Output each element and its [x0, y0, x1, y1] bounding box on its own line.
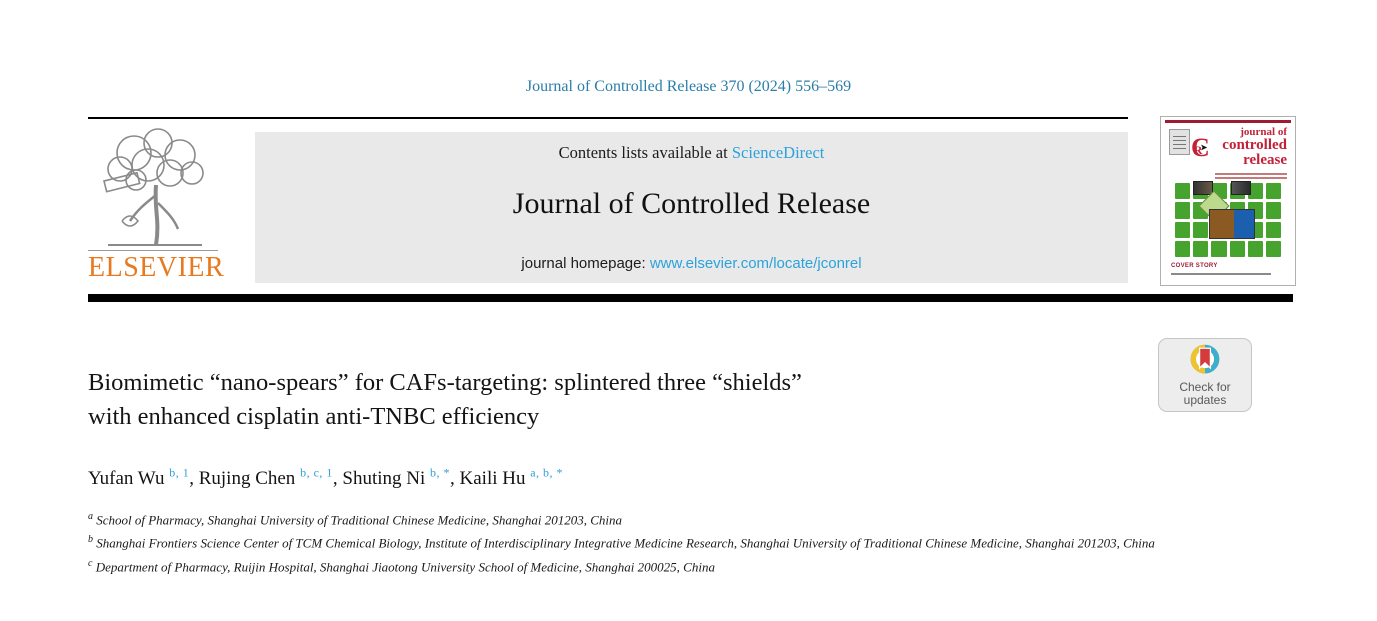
homepage-link[interactable]: www.elsevier.com/locate/jconrel	[649, 255, 862, 272]
cover-subtitle-lines	[1215, 173, 1287, 181]
affiliation: b Shanghai Frontiers Science Center of T…	[88, 534, 1155, 551]
cover-cr-logo: CR➤	[1191, 133, 1210, 162]
author: Kaili Hu a, b, *	[459, 466, 564, 490]
elsevier-tree-icon	[103, 128, 204, 246]
check-for-updates-button[interactable]: Check for updates	[1158, 338, 1252, 412]
cover-photo-2	[1231, 181, 1251, 195]
crossmark-icon	[1190, 344, 1220, 374]
cover-story-subline	[1171, 273, 1271, 275]
author: Shuting Ni b, *,	[342, 466, 460, 490]
journal-title: Journal of Controlled Release	[512, 187, 871, 220]
affiliation-list: a School of Pharmacy, Shanghai Universit…	[88, 507, 1223, 577]
author: Rujing Chen b, c, 1,	[198, 466, 343, 490]
homepage-prefix: journal homepage:	[521, 255, 650, 272]
header-bottom-rule	[88, 294, 1293, 302]
cover-title: journal of controlled release	[1222, 126, 1287, 168]
affiliation: a School of Pharmacy, Shanghai Universit…	[88, 511, 622, 528]
journal-cover-thumbnail: CR➤ journal of controlled release COVER …	[1160, 116, 1296, 286]
author: Yufan Wu b, 1,	[88, 466, 199, 490]
article-title-line2: with enhanced cisplatin anti-TNBC effici…	[88, 403, 540, 430]
cover-story-label: COVER STORY	[1171, 263, 1218, 269]
elsevier-wordmark: ELSEVIER	[88, 250, 225, 283]
header-top-rule	[88, 117, 1128, 119]
elsevier-logo: ELSEVIER	[88, 123, 255, 284]
cover-photo-1	[1193, 181, 1213, 195]
contents-line: Contents lists available at ScienceDirec…	[255, 143, 1128, 163]
journal-banner: Contents lists available at ScienceDirec…	[255, 132, 1128, 283]
cover-center-image	[1209, 209, 1255, 239]
sciencedirect-link[interactable]: ScienceDirect	[731, 143, 825, 162]
cover-top-stripe	[1165, 120, 1291, 123]
cover-publisher-stamp	[1169, 129, 1190, 155]
author-list: Yufan Wu b, 1, Rujing Chen b, c, 1, Shut…	[88, 466, 563, 490]
affiliation: c Department of Pharmacy, Ruijin Hospita…	[88, 557, 715, 574]
badge-label-line1: Check for	[1179, 380, 1231, 394]
article-title-line1: Biomimetic “nano-spears” for CAFs-target…	[88, 369, 802, 396]
badge-label-line2: updates	[1183, 393, 1227, 407]
running-head-citation: Journal of Controlled Release 370 (2024)…	[525, 78, 852, 95]
homepage-line: journal homepage: www.elsevier.com/locat…	[255, 255, 1128, 272]
contents-prefix: Contents lists available at	[558, 143, 732, 162]
article-title: Biomimetic “nano-spears” for CAFs-target…	[88, 366, 1128, 434]
